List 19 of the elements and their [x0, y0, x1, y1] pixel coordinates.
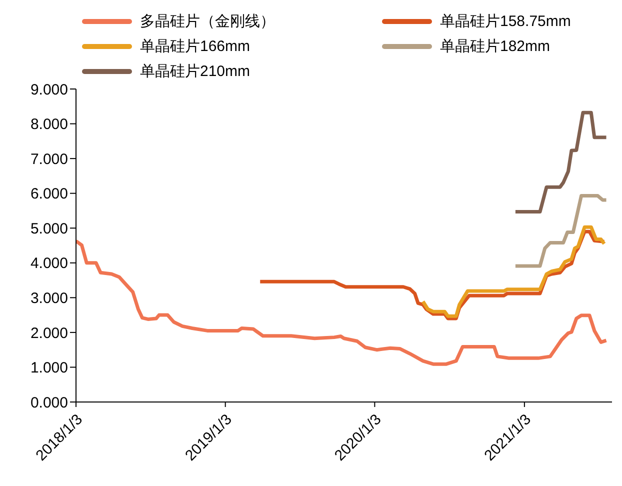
y-tick-label: 3.000 — [30, 290, 68, 307]
y-tick-label: 4.000 — [30, 255, 68, 272]
line-series — [76, 239, 608, 366]
y-tick-label: 8.000 — [30, 116, 68, 134]
line-series — [514, 110, 608, 214]
y-tick-label: 5.000 — [30, 220, 68, 238]
y-tick-label: 9.000 — [30, 81, 68, 98]
line-series — [514, 194, 608, 268]
y-tick-label: 7.000 — [30, 150, 68, 168]
legend-label: 单晶硅片182mm — [440, 37, 550, 56]
y-tick-label: 1.000 — [30, 360, 68, 377]
y-tick-label: 6.000 — [30, 186, 68, 203]
legend-label: 多晶硅片（金刚线） — [140, 12, 275, 31]
legend-label: 单晶硅片166mm — [140, 37, 250, 56]
line-series — [421, 225, 606, 318]
legend-label: 单晶硅片210mm — [140, 62, 250, 81]
y-tick-label: 0.000 — [30, 394, 68, 412]
y-tick-label: 2.000 — [30, 324, 68, 342]
legend-label: 单晶硅片158.75mm — [440, 12, 571, 31]
